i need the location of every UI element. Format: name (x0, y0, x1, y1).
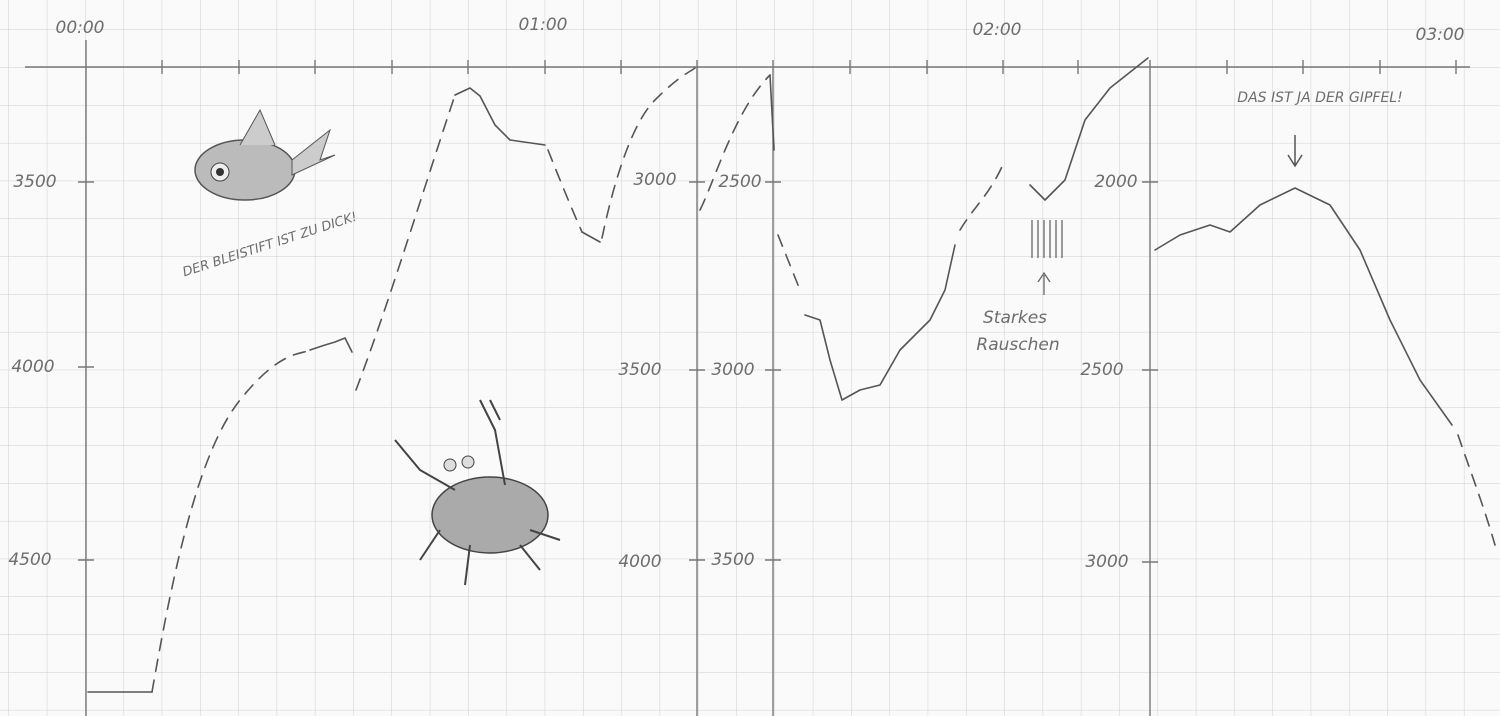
fish-sketch (194, 108, 336, 201)
depth-label: 3500 (711, 550, 754, 570)
time-label: 02:00 (973, 20, 1022, 40)
depth-label: 4500 (8, 550, 51, 570)
depth-label: 3000 (633, 170, 676, 190)
annotation: Starkes (983, 308, 1047, 328)
depth-label: 3500 (13, 172, 56, 192)
depth-label: 3000 (711, 360, 754, 380)
depth-label: 3500 (618, 360, 661, 380)
axes (25, 40, 1470, 716)
depth-label: 2500 (1080, 360, 1123, 380)
time-label: 03:00 (1416, 25, 1465, 45)
time-label: 00:00 (56, 18, 105, 38)
crab-sketch (394, 399, 561, 586)
time-labels: 00:00 01:00 02:00 03:00 (56, 15, 1465, 45)
depth-label: 2000 (1094, 172, 1137, 192)
depth-label: 4000 (11, 357, 54, 377)
annotation: DAS IST JA DER GIPFEL! (1237, 90, 1402, 106)
depth-label: 2500 (718, 172, 761, 192)
depth-label: 4000 (618, 552, 661, 572)
annotation: Rauschen (976, 335, 1059, 355)
depth-labels: 3500 4000 4500 3000 3500 4000 2500 3000 … (8, 170, 1137, 572)
depth-label: 3000 (1085, 552, 1128, 572)
time-label: 01:00 (519, 15, 568, 35)
depth-profile (87, 57, 1496, 693)
